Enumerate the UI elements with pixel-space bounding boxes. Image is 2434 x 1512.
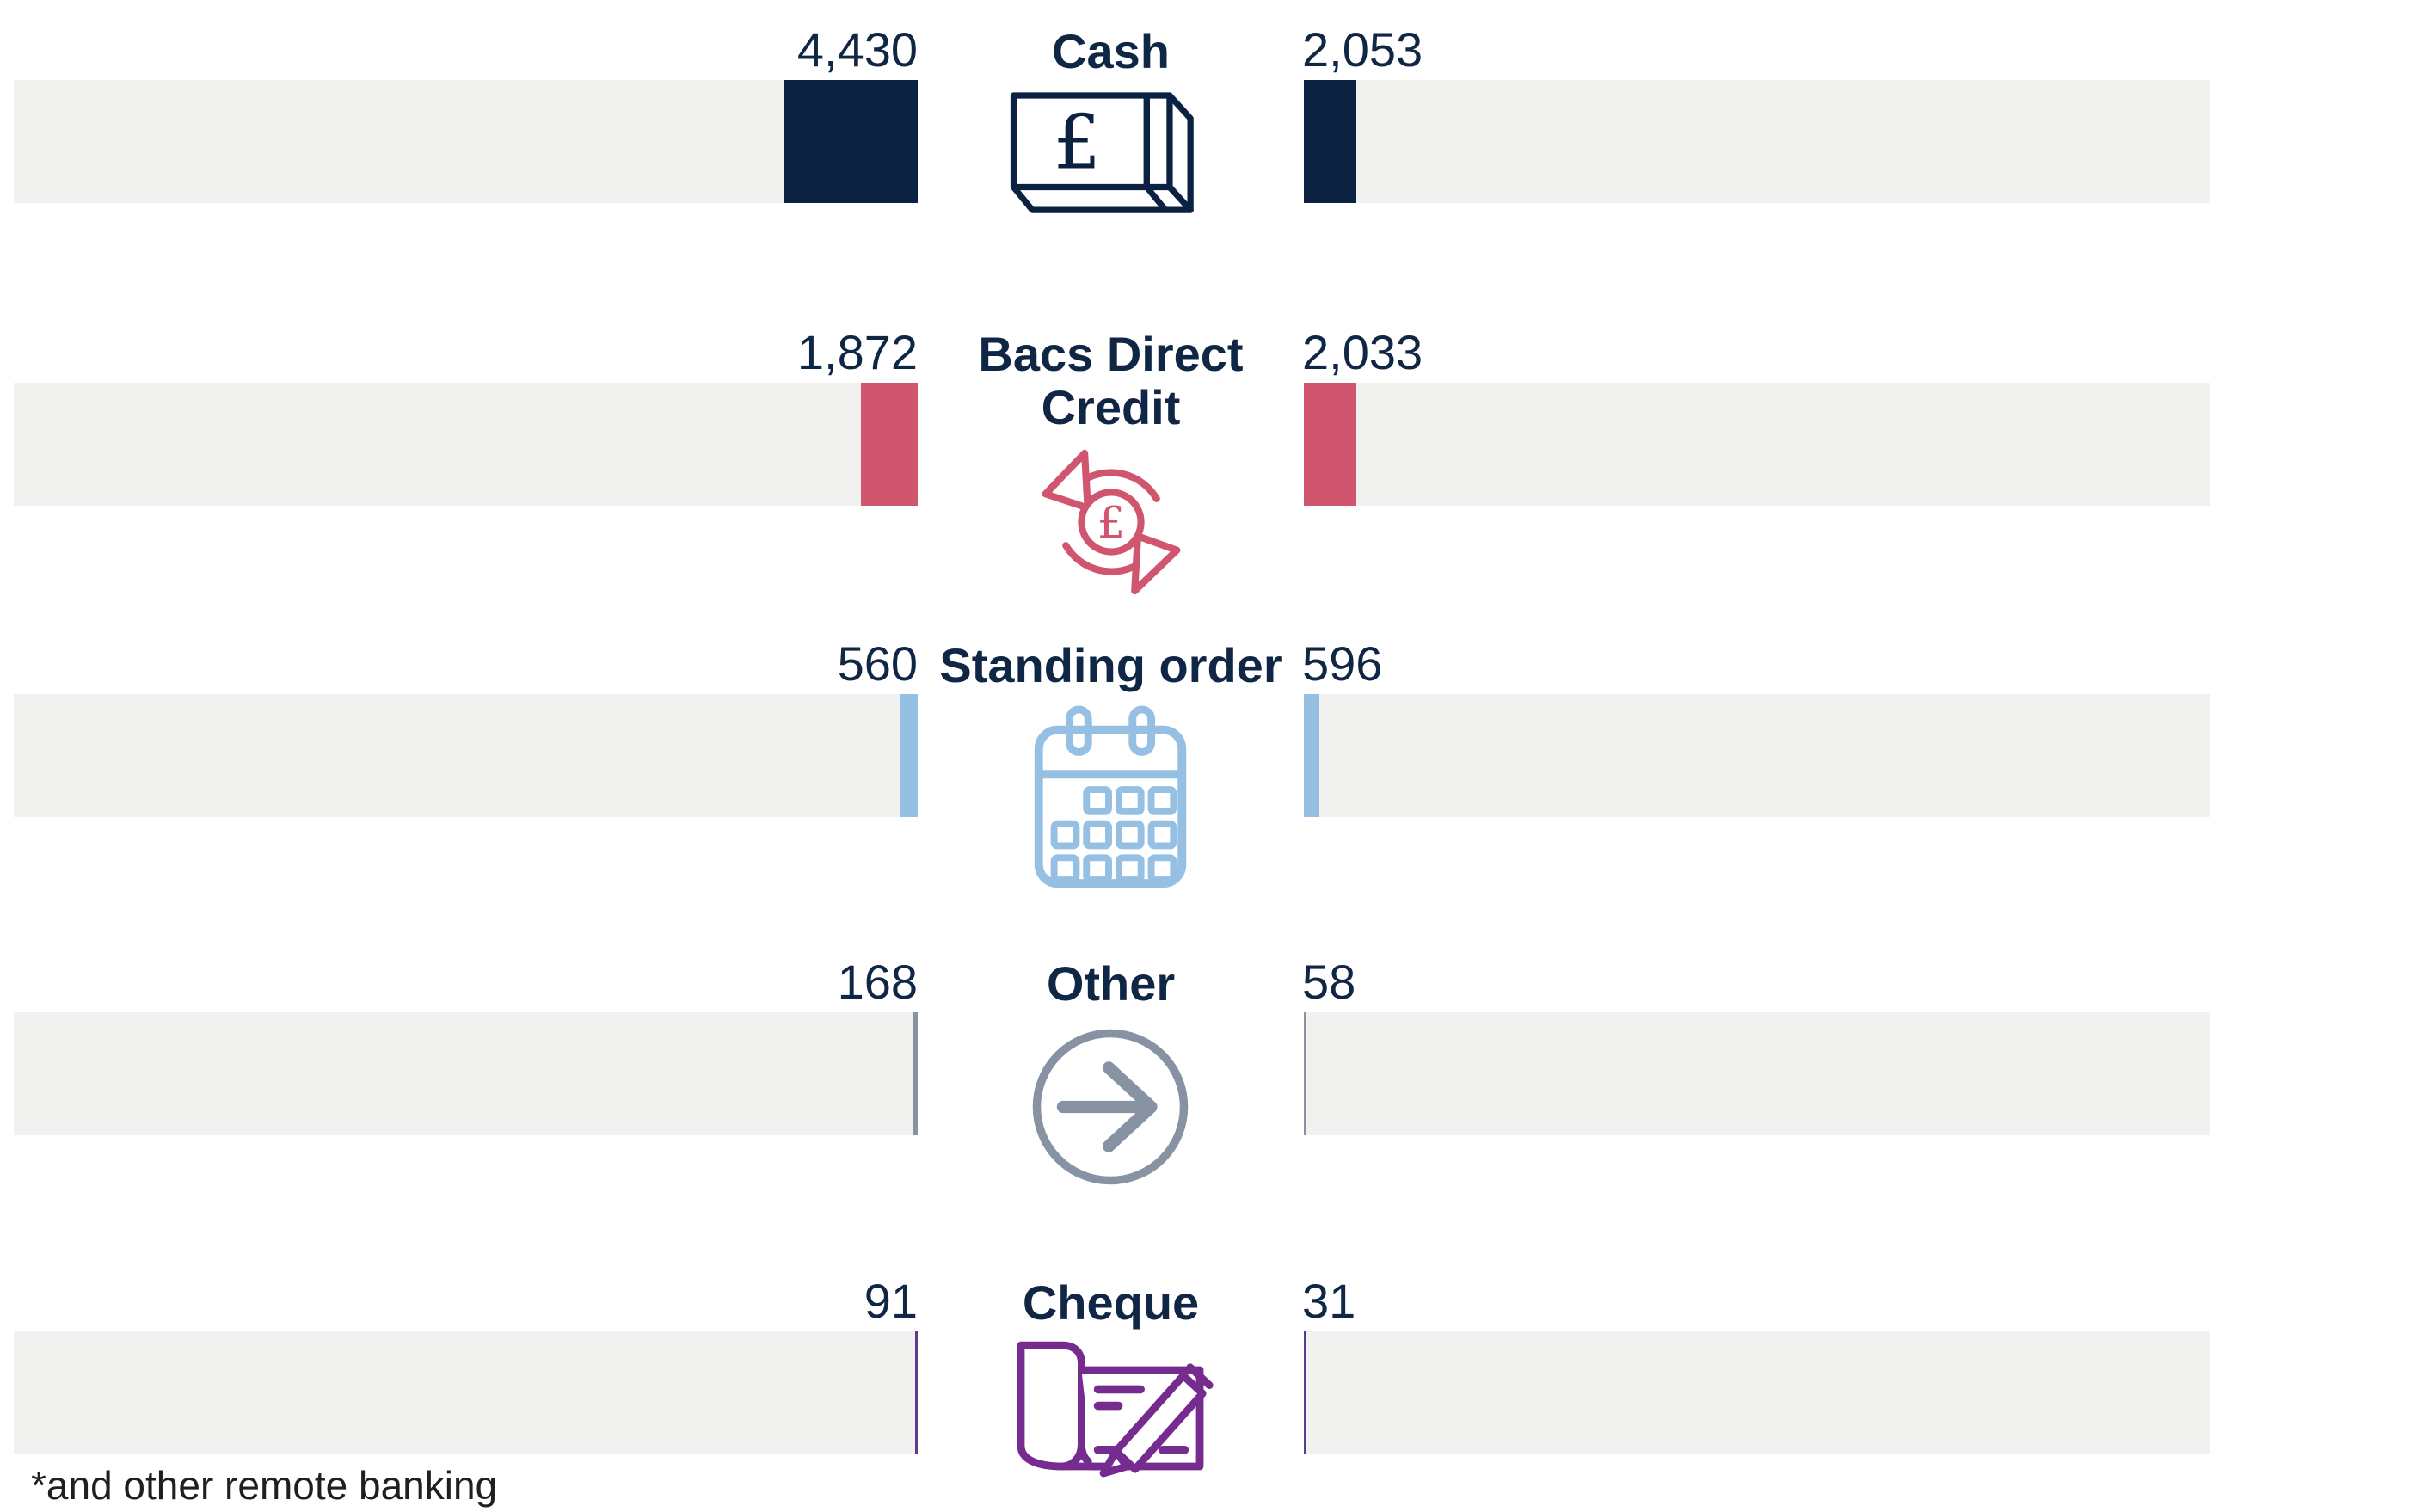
category-label-cash: Cash xyxy=(918,25,1304,78)
category-label-cheque: Cheque xyxy=(918,1276,1304,1330)
chart-row-bacs: 1,872 Bacs Direct Credit £ 2,033 xyxy=(0,327,2434,595)
right-bar-bacs xyxy=(1304,383,1356,506)
category-label-bacs: Bacs Direct Credit xyxy=(918,328,1304,433)
right-bar-standing-order xyxy=(1304,694,1319,817)
category-label-text: Bacs Direct xyxy=(978,327,1244,381)
right-track xyxy=(1304,694,2210,817)
chart-row-other: 168 Other 58 xyxy=(0,956,2434,1185)
left-bar-cheque xyxy=(914,1331,918,1454)
left-bar-cash xyxy=(784,80,918,203)
right-bar-other xyxy=(1304,1012,1306,1135)
left-value-cash: 4,430 xyxy=(796,22,918,77)
chart-row-cash: 4,430 Cash £ 2,053 xyxy=(0,24,2434,213)
category-label-text: Credit xyxy=(1041,379,1181,434)
category-label-text: Other xyxy=(1046,956,1176,1011)
left-track xyxy=(14,383,918,506)
category-label-text: Cash xyxy=(1052,24,1170,78)
left-track xyxy=(14,80,918,203)
left-track xyxy=(14,694,918,817)
left-track xyxy=(14,1012,918,1135)
right-track xyxy=(1304,383,2210,506)
banknote-icon: £ xyxy=(1000,90,1220,219)
right-value-cheque: 31 xyxy=(1302,1274,1356,1328)
category-label-text: Standing order xyxy=(939,638,1282,692)
left-value-other: 168 xyxy=(837,955,918,1009)
right-track xyxy=(1304,1012,2210,1135)
left-value-standing-order: 560 xyxy=(837,636,918,691)
cheque-pen-icon xyxy=(1007,1329,1214,1480)
category-label-text: Cheque xyxy=(1022,1275,1200,1330)
svg-text:£: £ xyxy=(1054,99,1101,187)
left-value-cheque: 91 xyxy=(864,1274,918,1328)
calendar-icon xyxy=(1023,703,1198,890)
right-bar-cheque xyxy=(1304,1331,1306,1454)
left-bar-other xyxy=(913,1012,918,1135)
right-value-other: 58 xyxy=(1302,955,1356,1009)
chart-row-cheque: 91 Cheque 31 xyxy=(0,1275,2434,1478)
cycle-arrows-pound-icon: £ xyxy=(1020,436,1202,608)
category-label-other: Other xyxy=(918,957,1304,1011)
right-value-standing-order: 596 xyxy=(1302,636,1383,691)
arrow-circle-icon xyxy=(1029,1025,1192,1189)
left-bar-bacs xyxy=(861,383,918,506)
right-value-cash: 2,053 xyxy=(1302,22,1423,77)
right-bar-cash xyxy=(1304,80,1357,203)
right-value-bacs: 2,033 xyxy=(1302,325,1423,379)
footnote: *and other remote banking xyxy=(31,1463,498,1508)
right-track xyxy=(1304,1331,2210,1454)
chart-row-standing-order: 560 Standing order xyxy=(0,638,2434,888)
left-track xyxy=(14,1331,918,1454)
right-track xyxy=(1304,80,2210,203)
left-bar-standing-order xyxy=(900,694,918,817)
left-value-bacs: 1,872 xyxy=(796,325,918,379)
svg-text:£: £ xyxy=(1097,498,1125,549)
category-label-standing-order: Standing order xyxy=(918,639,1304,692)
